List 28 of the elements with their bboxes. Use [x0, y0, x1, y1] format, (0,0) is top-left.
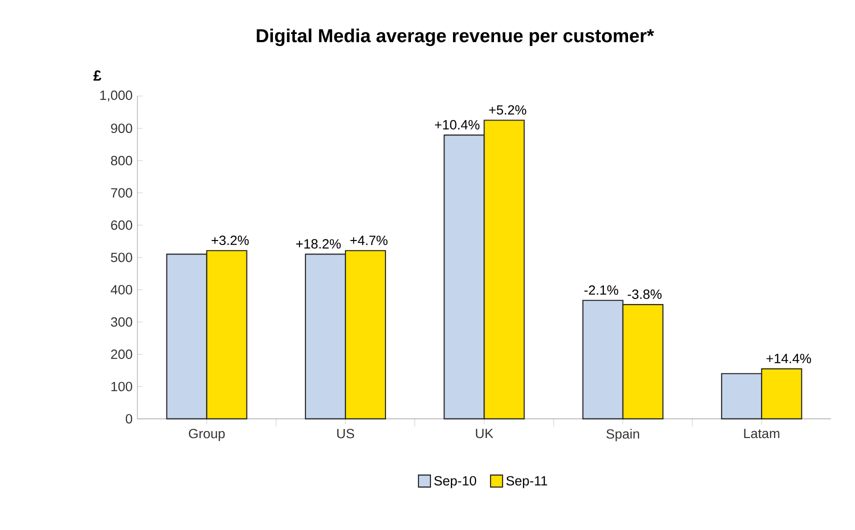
- x-tick-label: Group: [188, 429, 225, 442]
- y-tick-label: 800: [111, 156, 132, 166]
- x-tick-label: US: [337, 429, 354, 439]
- y-axis-title: £: [93, 70, 102, 81]
- y-tick-label: 200: [111, 350, 132, 360]
- annotation: +14.4%: [766, 354, 812, 364]
- legend-label: Sep-10: [434, 476, 476, 488]
- y-tick-label: 900: [111, 124, 132, 134]
- y-tick-label: 1,000: [100, 90, 132, 102]
- chart-title: Digital Media average revenue per customer*: [256, 28, 654, 46]
- annotation: +5.2%: [489, 105, 526, 115]
- annotation: +18.2%: [296, 239, 341, 249]
- y-tick-label: 700: [111, 188, 132, 198]
- annotation: -3.8%: [628, 290, 662, 300]
- annotation: +10.4%: [434, 120, 480, 130]
- annotation: +3.2%: [212, 236, 249, 246]
- x-tick-label: UK: [476, 429, 494, 438]
- y-tick-label: 600: [111, 220, 132, 230]
- y-tick-label: 100: [111, 382, 132, 392]
- y-tick-label: 500: [110, 252, 132, 262]
- annotation: -2.1%: [584, 286, 618, 295]
- x-tick-label: Spain: [606, 429, 640, 442]
- legend-label: Sep-11: [506, 476, 548, 488]
- y-tick-label: 400: [110, 285, 132, 295]
- y-tick-label: 300: [110, 318, 132, 327]
- y-tick-label: 0: [126, 414, 132, 424]
- x-tick-label: Latam: [744, 429, 780, 438]
- annotation: +4.7%: [350, 236, 388, 246]
